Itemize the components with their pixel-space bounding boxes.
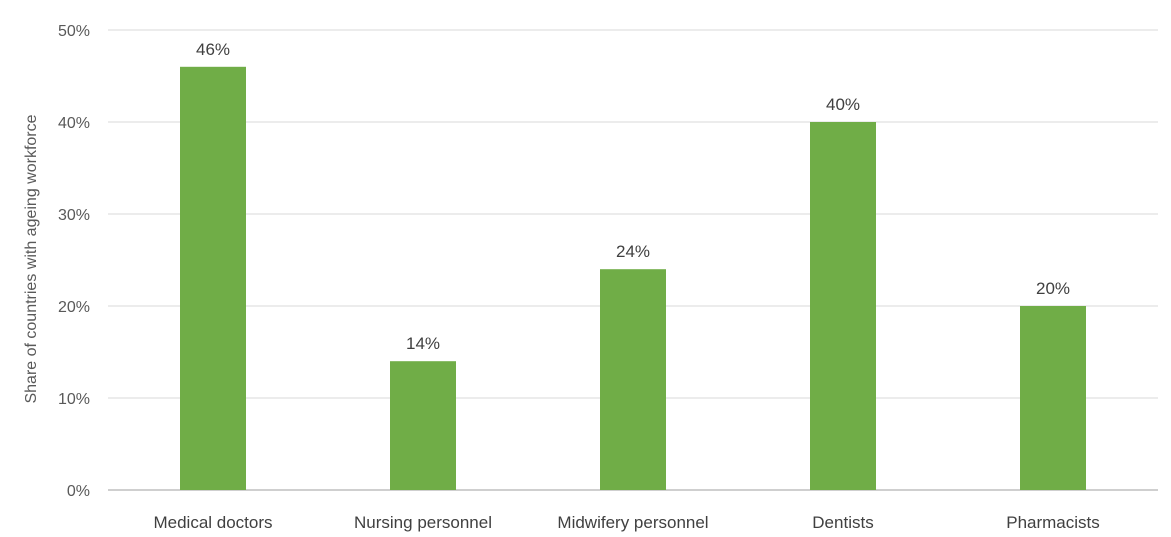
bars (180, 66, 1086, 491)
data-label: 40% (826, 95, 860, 114)
data-label: 20% (1036, 279, 1070, 298)
y-tick-label: 50% (58, 23, 90, 40)
bar (180, 66, 246, 491)
category-label: Dentists (812, 513, 873, 532)
data-label: 14% (406, 334, 440, 353)
category-label: Midwifery personnel (557, 513, 708, 532)
category-label: Nursing personnel (354, 513, 492, 532)
category-labels: Medical doctors Nursing personnel Midwifer… (153, 513, 1099, 532)
y-tick-label: 40% (58, 115, 90, 132)
bar (390, 361, 456, 490)
y-tick-label: 30% (58, 207, 90, 224)
data-labels: 46% 14% 24% 40% 20% (196, 40, 1070, 353)
y-tick-label: 20% (58, 299, 90, 316)
y-axis-title: Share of countries with ageing workforce (23, 114, 40, 403)
bar (810, 122, 876, 490)
data-label: 46% (196, 40, 230, 59)
y-tick-label: 0% (67, 483, 90, 500)
data-label: 24% (616, 242, 650, 261)
category-label: Medical doctors (153, 513, 272, 532)
bar (600, 269, 666, 490)
y-tick-label: 10% (58, 391, 90, 408)
category-label: Pharmacists (1006, 513, 1100, 532)
bar (1020, 306, 1086, 490)
y-axis-ticks: 0% 10% 20% 30% 40% 50% (58, 23, 90, 500)
